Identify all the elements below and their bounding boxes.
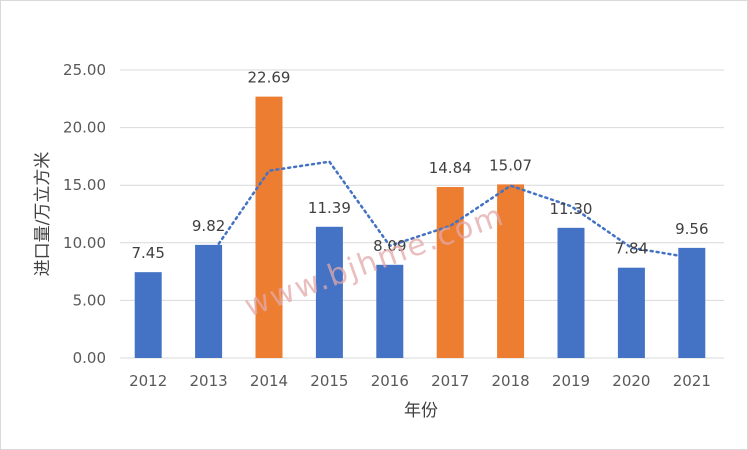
x-tick-label: 2017 [431,372,469,390]
x-axis-title: 年份 [404,401,438,421]
x-tick-label: 2016 [371,372,409,390]
trendline [207,160,694,260]
x-tick-label: 2013 [190,372,228,390]
bar [134,272,162,358]
bars [134,96,706,358]
data-label: 9.56 [675,220,708,238]
bar [376,264,404,358]
bar [315,226,343,358]
bar [617,267,645,358]
data-label: 7.84 [615,240,648,258]
bar [497,184,525,358]
data-label: 11.30 [550,200,593,218]
y-tick-label: 5.00 [73,291,106,309]
y-tick-label: 20.00 [63,119,106,137]
bar [195,244,223,358]
x-tick-label: 2019 [552,372,590,390]
bar [255,96,283,358]
y-axis-title: 进口量/万立方米 [33,152,53,277]
data-label: 7.45 [131,244,164,262]
y-axis-ticks: 0.00 5.00 10.00 15.00 20.00 25.00 [63,61,106,367]
x-axis-ticks: 2012 2013 2014 2015 2016 2017 2018 2019 2020 2021 [129,372,711,390]
moving-average-line [207,160,694,260]
bar [436,187,464,358]
data-label: 22.69 [248,69,291,87]
x-tick-label: 2021 [673,372,711,390]
x-tick-label: 2018 [492,372,530,390]
y-tick-label: 15.00 [63,176,106,194]
y-tick-label: 25.00 [63,61,106,79]
x-tick-label: 2015 [310,372,348,390]
x-tick-label: 2014 [250,372,288,390]
y-tick-label: 10.00 [63,234,106,252]
data-label: 9.82 [192,217,225,235]
data-label: 11.39 [308,199,351,217]
data-label: 15.07 [489,156,532,174]
data-label: 14.84 [429,159,472,177]
data-label: 8.09 [373,237,406,255]
x-tick-label: 2012 [129,372,167,390]
bar [678,247,706,358]
y-tick-label: 0.00 [73,349,106,367]
x-tick-label: 2020 [612,372,650,390]
bar [557,227,585,358]
data-labels: 7.45 9.82 22.69 11.39 8.09 14.84 15.07 11.30 7.8… [131,69,708,263]
